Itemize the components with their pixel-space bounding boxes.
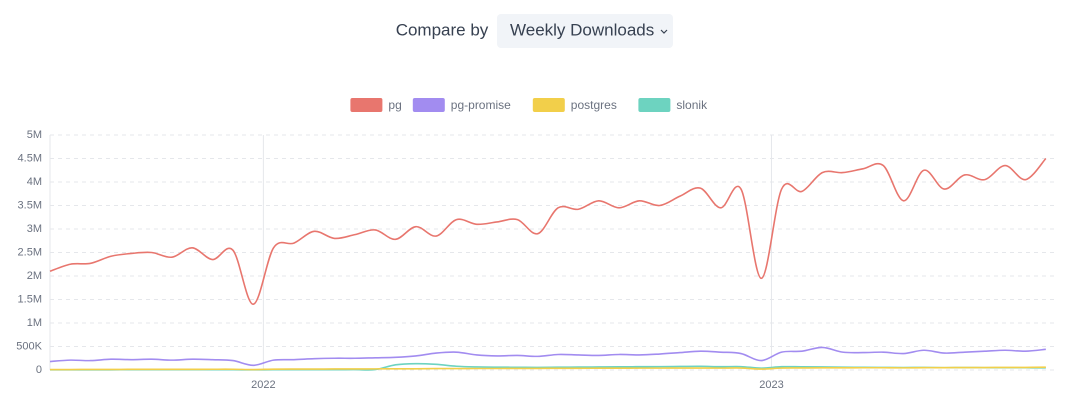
plot: 0 500K 1M 1.5M 2M 2.5M 3M 3.5M 4M 4.5M 5M 2022 2023 — [16, 129, 1056, 391]
y-tick-label: 3.5M — [18, 199, 42, 211]
y-tick-label: 4.5M — [18, 152, 42, 164]
series-line — [49, 157, 1047, 306]
legend-label: postgres — [571, 98, 617, 112]
series-line — [49, 346, 1046, 367]
y-tick-label: 2.5M — [18, 246, 42, 258]
y-tick-label: 500K — [16, 340, 42, 352]
select-value[interactable]: Weekly Downloads — [510, 20, 654, 39]
legend-swatch — [350, 98, 383, 112]
y-tick-label: 5M — [27, 129, 42, 141]
compare-label: Compare by — [396, 20, 489, 39]
series-line — [49, 366, 1046, 371]
legend-label: pg — [388, 98, 401, 112]
legend-label: pg-promise — [451, 98, 511, 112]
legend-label: slonik — [676, 98, 708, 112]
y-tick-label: 0 — [36, 364, 42, 376]
legend-swatch — [412, 98, 445, 112]
y-tick-label: 1M — [27, 317, 42, 329]
legend: pg pg-promise postgres slonik — [350, 98, 708, 112]
y-tick-label: 2M — [27, 270, 42, 282]
chevron[interactable] — [660, 29, 668, 34]
y-tick-label: 1.5M — [18, 293, 42, 305]
legend-swatch — [638, 98, 671, 112]
x-tick-label: 2022 — [251, 379, 275, 391]
y-tick-label: 4M — [27, 176, 42, 188]
select-box[interactable] — [497, 14, 673, 48]
x-tick-label: 2023 — [759, 379, 783, 391]
y-tick-label: 3M — [27, 223, 42, 235]
select[interactable]: Weekly Downloads — [497, 14, 673, 48]
legend-swatch — [532, 98, 565, 112]
